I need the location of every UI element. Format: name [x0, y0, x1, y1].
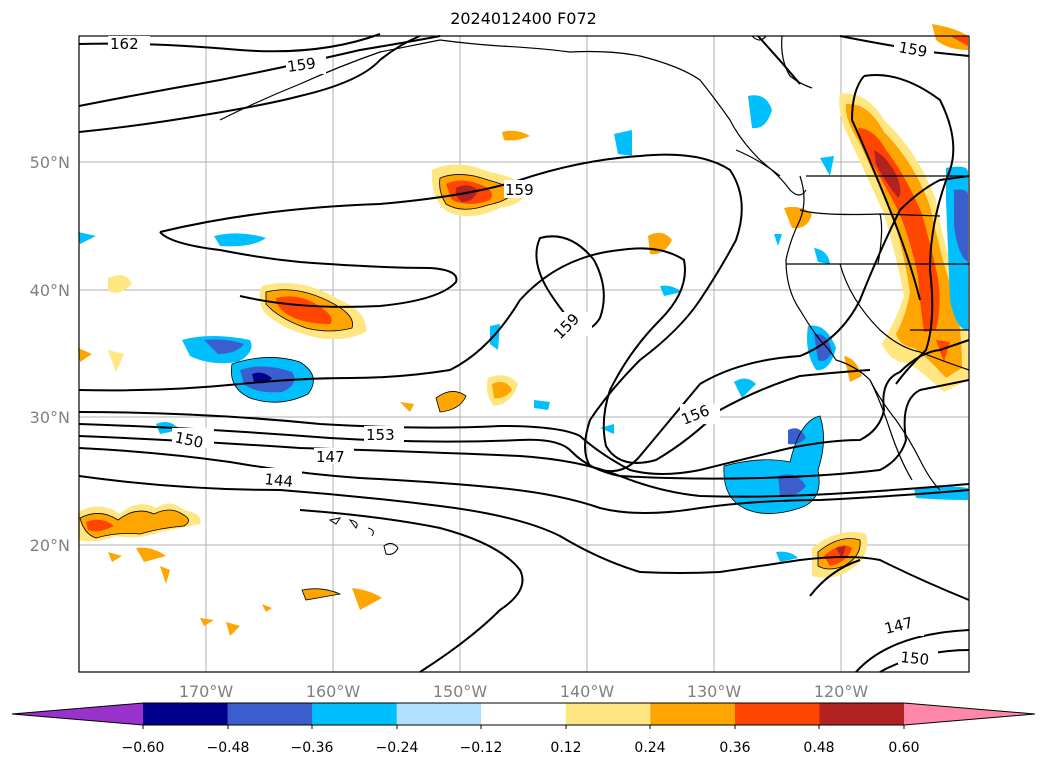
colorbar-tick-label: 0.48 — [803, 740, 834, 756]
colorbar-tick-label: 0.60 — [888, 740, 919, 756]
lon-label: 160°W — [306, 682, 361, 701]
shaded-fields — [78, 24, 969, 636]
colorbar-extend-high — [904, 703, 1035, 725]
colorbar-tick-labels: −0.60 −0.48 −0.36 −0.24 −0.12 0.12 0.24 … — [122, 740, 920, 756]
colorbar-tick-label: 0.12 — [550, 740, 581, 756]
colorbar-tick-label: −0.48 — [207, 740, 250, 756]
longitude-labels: 170°W 160°W 150°W 140°W 130°W 120°W — [179, 682, 869, 701]
contour-label: 150 — [900, 648, 930, 669]
contour-label: 159 — [897, 38, 928, 61]
contour-label: 159 — [286, 54, 317, 76]
lon-label: 120°W — [814, 682, 869, 701]
lon-label: 150°W — [433, 682, 488, 701]
colorbar-ticks — [142, 725, 905, 729]
colorbar-tick-label: 0.36 — [719, 740, 750, 756]
shading-outlines — [79, 174, 861, 601]
colorbar-tick-label: −0.12 — [460, 740, 503, 756]
colorbar: −0.60 −0.48 −0.36 −0.24 −0.12 0.12 0.24 … — [11, 702, 1036, 756]
contour-label: 150 — [173, 428, 205, 452]
contour-label: 147 — [316, 448, 345, 466]
lat-label: 50°N — [30, 153, 70, 172]
lon-label: 170°W — [179, 682, 234, 701]
contour-label: 144 — [264, 470, 294, 491]
colorbar-cell — [396, 703, 482, 725]
hawaiian-islands — [328, 517, 399, 555]
contour-label: 153 — [366, 426, 395, 444]
map-panel: 162 159 159 159 159 156 153 150 147 144 … — [30, 24, 970, 701]
colorbar-tick-label: −0.24 — [376, 740, 419, 756]
colorbar-extend-low — [12, 703, 143, 725]
coastlines — [219, 35, 970, 491]
lon-label: 140°W — [560, 682, 615, 701]
colorbar-cell — [481, 703, 567, 725]
colorbar-cell — [819, 703, 905, 725]
colorbar-cell — [227, 703, 313, 725]
colorbar-cell — [650, 703, 736, 725]
latitude-labels: 50°N 40°N 30°N 20°N — [30, 153, 70, 555]
colorbar-tick-label: −0.60 — [122, 740, 165, 756]
colorbar-cell — [734, 703, 820, 725]
lat-label: 20°N — [30, 536, 70, 555]
lat-label: 30°N — [30, 408, 70, 427]
lat-label: 40°N — [30, 281, 70, 300]
contour-label: 159 — [505, 181, 534, 199]
colorbar-cell — [565, 703, 651, 725]
map-frame — [78, 35, 970, 673]
map-title: 2024012400 F072 — [450, 9, 597, 28]
contour-label: 162 — [110, 35, 139, 53]
colorbar-tick-label: 0.24 — [634, 740, 665, 756]
lon-label: 130°W — [687, 682, 742, 701]
colorbar-tick-label: −0.36 — [291, 740, 334, 756]
colorbar-cell — [143, 703, 229, 725]
colorbar-cell — [312, 703, 398, 725]
